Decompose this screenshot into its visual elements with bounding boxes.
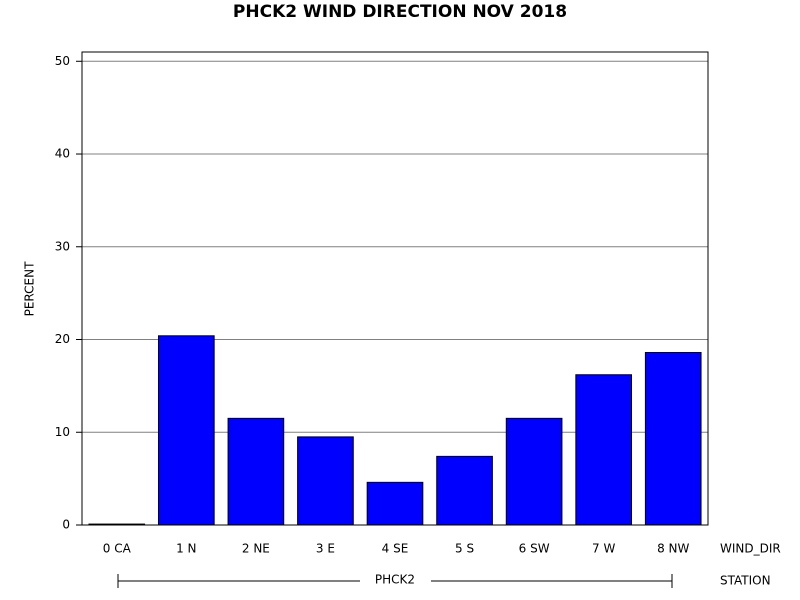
x-tick-label: 7 W [592,542,615,556]
y-axis-label: PERCENT [23,261,37,316]
x-tick-label: 6 SW [519,542,550,556]
x-tick-label: 2 NE [242,542,270,556]
bar [436,455,493,526]
y-tick-label: 0 [62,518,70,532]
x-axis-label: WIND_DIR [720,542,781,556]
y-tick-label: 30 [55,239,70,253]
plot-frame [81,51,709,526]
bar [158,335,215,526]
bar [297,436,354,526]
x-tick-label: 4 SE [382,542,409,556]
chart-title: PHCK2 WIND DIRECTION NOV 2018 [233,2,567,22]
x-tick-label: 0 CA [103,542,132,556]
x-tick-label: 1 N [176,542,196,556]
x-tick-label: 3 E [316,542,335,556]
group-label: PHCK2 [375,573,415,587]
x-tick-label: 5 S [455,542,474,556]
y-tick-label: 40 [55,147,70,161]
x-tick-label: 8 NW [657,542,689,556]
y-tick-label: 50 [55,54,70,68]
group-bracket [117,574,673,588]
bar [575,374,632,526]
bar [227,417,285,526]
bar [644,351,702,526]
y-tick-label: 10 [55,425,70,439]
group-axis-label: STATION [720,574,771,588]
bar [505,417,563,526]
bar [366,481,424,526]
y-tick-label: 20 [55,332,70,346]
